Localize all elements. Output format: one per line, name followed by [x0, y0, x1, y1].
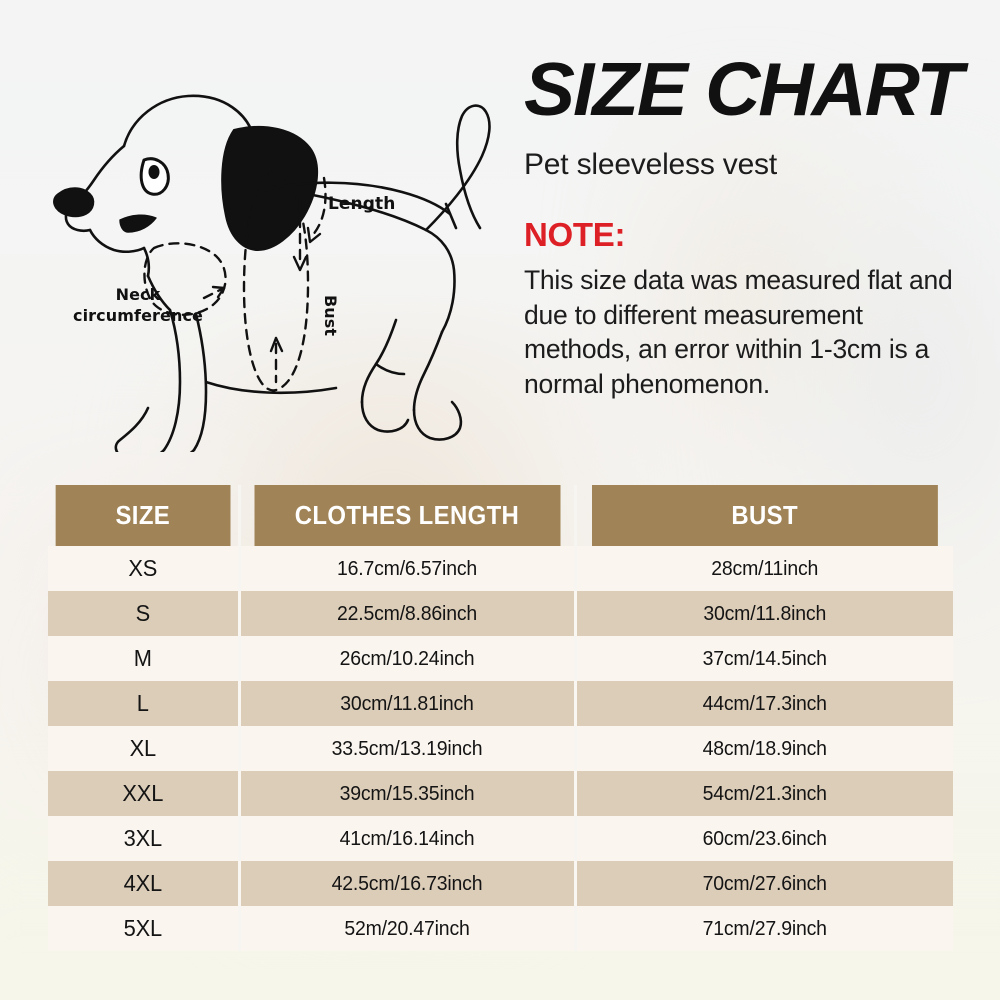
size-table: SIZE CLOTHES LENGTH BUST XS 16.7cm/6.57in… [48, 485, 953, 951]
cell-length: 16.7cm/6.57inch [247, 546, 569, 591]
table-row: L 30cm/11.81inch 44cm/17.3inch [48, 681, 953, 726]
cell-bust: 60cm/23.6inch [702, 826, 827, 850]
cell-bust: 48cm/18.9inch [702, 736, 827, 760]
cell-bust: 71cm/27.9inch [702, 916, 827, 940]
bust-label: Bust [321, 295, 340, 337]
table-row: S 22.5cm/8.86inch 30cm/11.8inch [48, 591, 953, 636]
cell-bust: 70cm/27.6inch [702, 871, 827, 895]
cell-bust: 44cm/17.3inch [702, 691, 827, 715]
dog-outline-svg [53, 94, 491, 452]
table-row: XXL 39cm/15.35inch 54cm/21.3inch [48, 771, 953, 816]
cell-bust: 28cm/11inch [711, 556, 819, 580]
cell-size: S [52, 591, 236, 636]
cell-length: 52m/20.47inch [247, 906, 569, 951]
table-row: XS 16.7cm/6.57inch 28cm/11inch [48, 546, 953, 591]
cell-length: 42.5cm/16.73inch [247, 861, 569, 906]
column-header-bust: BUST [590, 485, 938, 546]
cell-bust: 30cm/11.8inch [703, 601, 827, 625]
neck-circumference-guide [143, 242, 227, 316]
dog-measurement-illustration: Length Bust Neck circumference [28, 52, 528, 452]
cell-length: 41cm/16.14inch [247, 816, 569, 861]
table-row: 5XL 52m/20.47inch 71cm/27.9inch [48, 906, 953, 951]
heading-block: SIZE CHART Pet sleeveless vest NOTE: Thi… [524, 51, 979, 401]
note-body-text: This size data was measured flat and due… [524, 265, 953, 399]
table-row: XL 33.5cm/13.19inch 48cm/18.9inch [48, 726, 953, 771]
neck-arrow-head [211, 285, 226, 299]
size-table-body: XS 16.7cm/6.57inch 28cm/11inch S 22.5cm/8.86… [48, 546, 953, 951]
neck-label-line1: Neck [115, 285, 161, 304]
column-header-size: SIZE [55, 485, 233, 546]
size-table-head: SIZE CLOTHES LENGTH BUST [48, 485, 953, 546]
cell-length: 39cm/15.35inch [247, 771, 569, 816]
cell-size: 5XL [52, 906, 236, 951]
neck-circumference-label: Neck circumference [58, 284, 218, 326]
cell-size: XXL [52, 771, 236, 816]
cell-size: XS [52, 546, 236, 591]
cell-length: 30cm/11.81inch [247, 681, 569, 726]
bust-arrow-head-up [269, 336, 284, 353]
cell-length: 22.5cm/8.86inch [247, 591, 569, 636]
cell-length: 33.5cm/13.19inch [247, 726, 569, 771]
bust-circumference-guide [242, 170, 310, 392]
product-subtitle: Pet sleeveless vest [524, 148, 777, 182]
length-measure-bar [260, 176, 458, 230]
dog-nose [53, 187, 95, 218]
dog-mouth [119, 214, 157, 233]
cell-size: 3XL [52, 816, 236, 861]
cell-bust: 37cm/14.5inch [702, 646, 827, 670]
neck-leader-line [202, 286, 226, 300]
shoulder-arrow-head [306, 226, 322, 244]
neck-label-line2: circumference [73, 306, 203, 326]
page-title: SIZE CHART [524, 47, 963, 131]
cell-size: M [52, 636, 236, 681]
cell-bust: 54cm/21.3inch [702, 781, 827, 805]
bust-arrow-head-down [292, 255, 308, 272]
cell-size: XL [52, 726, 236, 771]
table-row: 4XL 42.5cm/16.73inch 70cm/27.6inch [48, 861, 953, 906]
cell-size: L [52, 681, 236, 726]
cell-size: 4XL [52, 861, 236, 906]
table-row: M 26cm/10.24inch 37cm/14.5inch [48, 636, 953, 681]
note-label: NOTE: [524, 216, 626, 254]
length-label: Length [328, 194, 396, 214]
cell-length: 26cm/10.24inch [247, 636, 569, 681]
dog-eye-pupil [148, 165, 160, 179]
table-row: 3XL 41cm/16.14inch 60cm/23.6inch [48, 816, 953, 861]
table-header-row: SIZE CLOTHES LENGTH BUST [48, 485, 953, 546]
column-header-length: CLOTHES LENGTH [252, 485, 563, 546]
